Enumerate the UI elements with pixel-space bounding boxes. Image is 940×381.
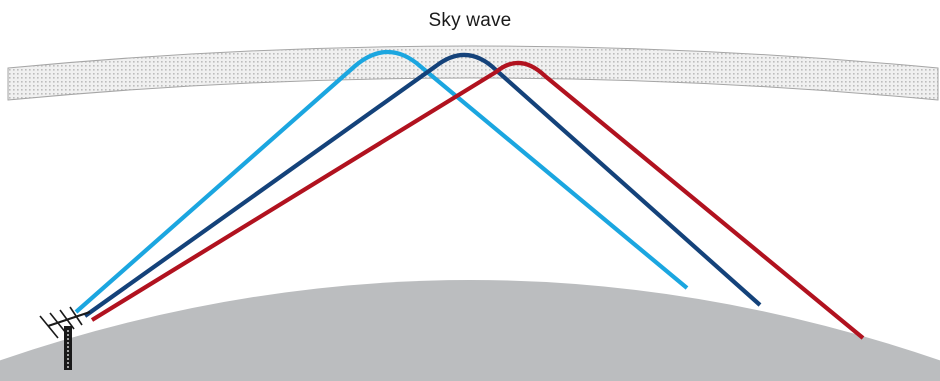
ray-dark-blue — [83, 52, 762, 318]
antenna-element — [69, 306, 83, 326]
antenna-icon — [39, 306, 91, 370]
antenna-element — [49, 312, 67, 334]
ray-group — [74, 50, 865, 340]
earth-surface — [0, 280, 940, 381]
ionosphere-layer — [7, 45, 939, 101]
antenna-boom — [47, 311, 91, 327]
antenna-element — [59, 309, 75, 330]
ray-red — [90, 60, 865, 340]
diagram-title: Sky wave — [429, 10, 512, 31]
ray-light-blue — [74, 50, 689, 314]
antenna-element — [39, 315, 59, 339]
